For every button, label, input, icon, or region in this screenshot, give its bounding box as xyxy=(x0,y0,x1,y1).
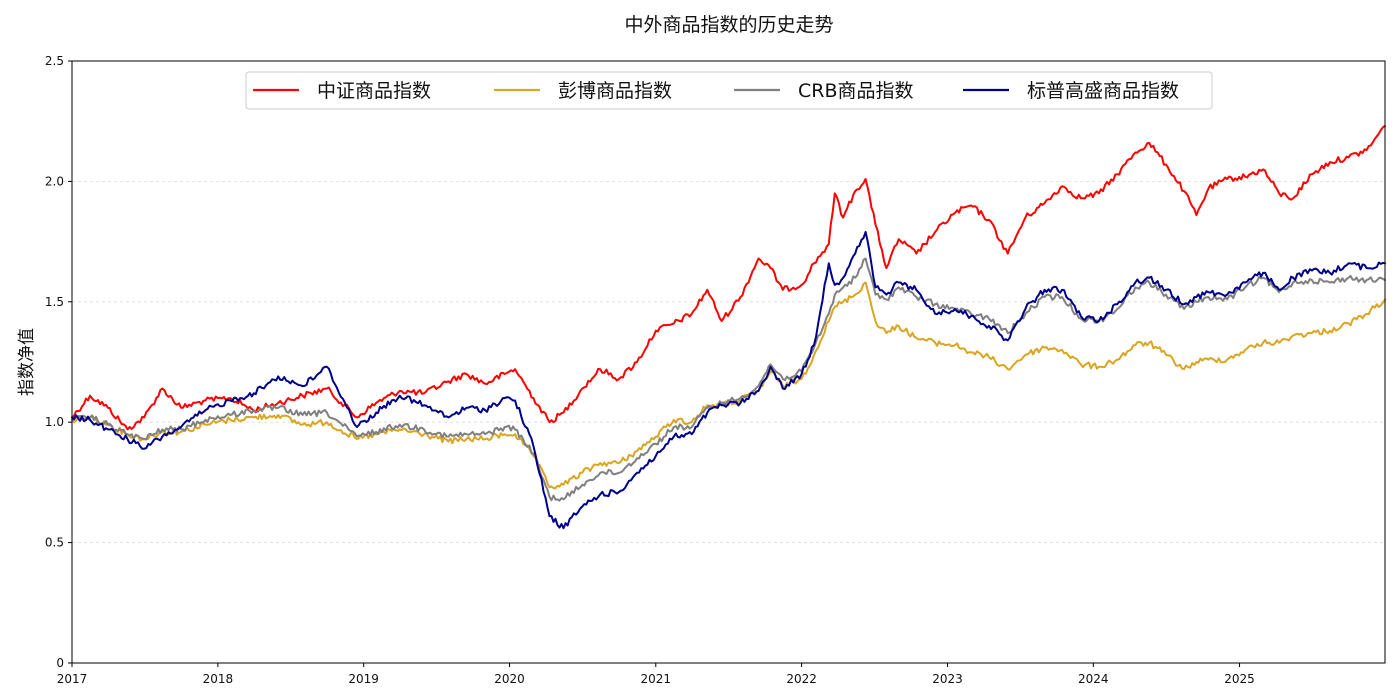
grid xyxy=(72,180,1385,543)
legend-label: 标普高盛商品指数 xyxy=(1027,80,1179,102)
x-tick-label: 2017 xyxy=(57,672,88,686)
y-axis: 0 0.5 1.0 1.5 2.0 2.5 xyxy=(45,54,72,670)
legend-label: 彭博商品指数 xyxy=(558,80,672,102)
x-axis: 2017 2018 2019 2020 2021 2022 2023 2024 2025 xyxy=(57,663,1255,686)
x-tick-label: 2022 xyxy=(786,672,817,686)
y-tick-label: 1.0 xyxy=(45,415,64,429)
x-tick-label: 2023 xyxy=(932,672,963,686)
x-tick-label: 2021 xyxy=(641,672,672,686)
series-line-0 xyxy=(71,125,1386,431)
y-tick-label: 0 xyxy=(56,656,64,670)
series-line-3 xyxy=(71,231,1386,530)
legend-label: CRB商品指数 xyxy=(798,80,914,102)
series-line-2 xyxy=(71,257,1386,502)
series-lines xyxy=(71,125,1386,530)
x-tick-label: 2019 xyxy=(348,672,379,686)
x-tick-label: 2020 xyxy=(494,672,525,686)
y-tick-label: 0.5 xyxy=(45,536,64,550)
x-tick-label: 2025 xyxy=(1224,672,1255,686)
plot-frame xyxy=(71,60,1386,664)
chart-title: 中外商品指数的历史走势 xyxy=(624,14,833,36)
y-axis-label: 指数净值 xyxy=(17,328,37,396)
x-tick-label: 2018 xyxy=(203,672,234,686)
y-tick-label: 2.5 xyxy=(45,54,64,68)
x-tick-label: 2024 xyxy=(1078,672,1109,686)
legend-label: 中证商品指数 xyxy=(317,80,431,102)
legend-box xyxy=(245,71,1213,110)
legend: 中证商品指数 彭博商品指数 CRB商品指数 标普高盛商品指数 xyxy=(245,71,1213,110)
y-tick-label: 2.0 xyxy=(45,174,64,188)
y-tick-label: 1.5 xyxy=(45,295,64,309)
